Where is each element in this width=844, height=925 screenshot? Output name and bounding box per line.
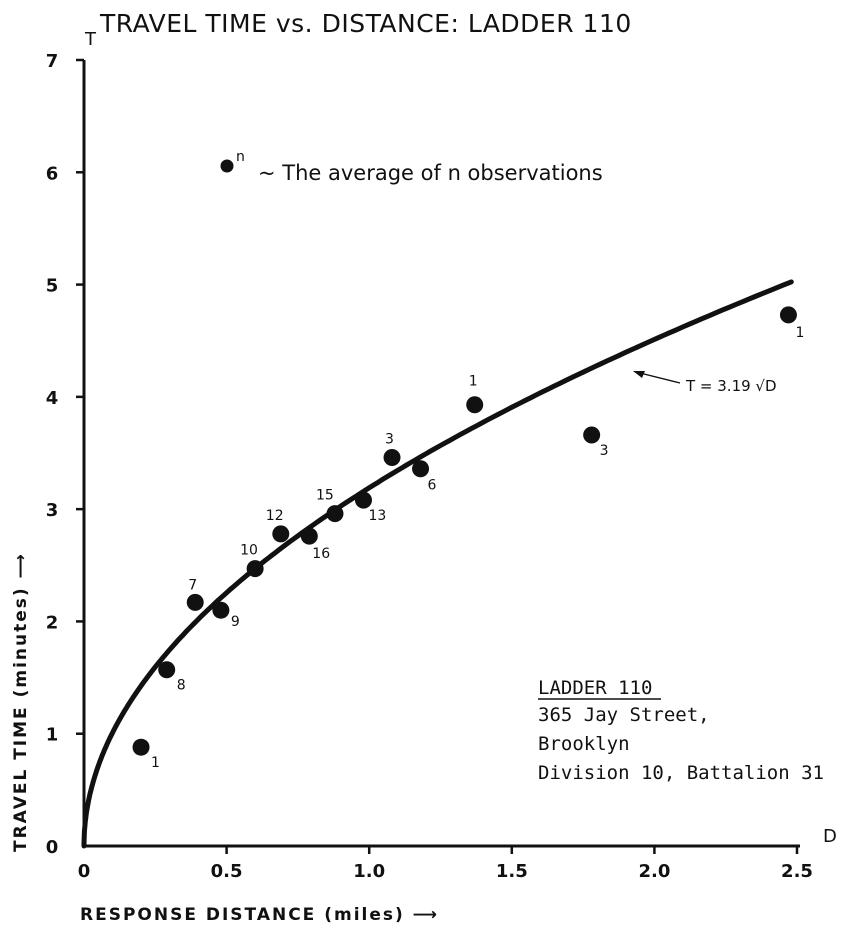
- legend-marker: [220, 159, 234, 173]
- data-point: [300, 527, 318, 545]
- y-tick-label: 3: [46, 500, 59, 521]
- annotation-heading: LADDER 110: [538, 677, 652, 699]
- annotation-line: 365 Jay Street,: [538, 704, 710, 726]
- legend-note-text: ~ The average of n observations: [258, 161, 603, 185]
- x-tick-label: 1.5: [496, 861, 528, 882]
- fit-label: T = 3.19 √D: [685, 377, 777, 395]
- observation-count-label: 3: [385, 431, 394, 447]
- data-point: [246, 560, 264, 578]
- data-point: [354, 491, 372, 509]
- data-point: [186, 593, 204, 611]
- observation-count-label: 1: [469, 374, 478, 390]
- observation-count-label: 1: [795, 325, 804, 341]
- y-ticks: 0 1 2 3 4 5 6 7: [46, 51, 84, 858]
- chart-title: TRAVEL TIME vs. DISTANCE: LADDER 110: [99, 9, 632, 38]
- y-tick-label: 7: [46, 51, 59, 72]
- data-point: [383, 448, 401, 466]
- data-point: [412, 460, 430, 478]
- legend-marker-label: n: [236, 149, 245, 165]
- observation-count-label: 13: [368, 508, 386, 524]
- observation-count-label: 9: [231, 614, 240, 630]
- data-point: [158, 661, 176, 679]
- x-tick-label: 0: [78, 861, 91, 882]
- observation-count-label: 6: [428, 478, 437, 494]
- data-point: [583, 426, 601, 444]
- annotation-line: Division 10, Battalion 31: [538, 762, 824, 784]
- legend-note: n ~ The average of n observations: [220, 149, 603, 185]
- x-ticks: 0 0.5 1.0 1.5 2.0 2.5: [78, 846, 813, 882]
- observation-count-label: 12: [266, 508, 284, 524]
- y-tick-label: 2: [46, 612, 59, 633]
- observation-count-label: 3: [600, 443, 609, 459]
- x-tick-label: 2.0: [638, 861, 670, 882]
- y-tick-label: 5: [46, 276, 59, 297]
- y-axis-arrow: ⟶: [11, 552, 31, 586]
- y-tick-label: 6: [46, 163, 59, 184]
- y-tick-label: 0: [46, 837, 59, 858]
- y-tick-label: 4: [46, 388, 59, 409]
- data-point: [779, 306, 797, 324]
- x-tick-label: 2.5: [781, 861, 813, 882]
- observation-count-label: 7: [188, 577, 197, 593]
- data-point: [272, 525, 290, 543]
- observation-count-label: 8: [177, 678, 186, 694]
- annotation-box: LADDER 110 365 Jay Street, Brooklyn Divi…: [538, 677, 824, 784]
- observation-count-label: 15: [316, 488, 334, 504]
- observation-count-label: 16: [312, 546, 330, 562]
- x-axis-arrow: ⟶: [405, 905, 439, 925]
- y-tick-label: 1: [46, 725, 59, 746]
- data-point: [212, 601, 230, 619]
- x-tick-label: 1.0: [353, 861, 385, 882]
- fit-annotation: T = 3.19 √D: [633, 371, 777, 395]
- data-point: [326, 505, 344, 523]
- data-point: [466, 396, 484, 414]
- fit-annotation-arrowhead: [633, 371, 645, 378]
- x-axis-letter: D: [823, 826, 837, 847]
- y-axis-letter: T: [84, 29, 97, 50]
- observation-count-label: 10: [240, 543, 258, 559]
- y-axis-label: TRAVEL TIME (minutes) ⟶: [11, 552, 31, 852]
- x-tick-label: 0.5: [211, 861, 243, 882]
- observation-count-label: 1: [151, 755, 160, 771]
- annotation-line: Brooklyn: [538, 733, 630, 755]
- x-axis-label: RESPONSE DISTANCE (miles) ⟶: [80, 905, 439, 925]
- data-point: [132, 738, 150, 756]
